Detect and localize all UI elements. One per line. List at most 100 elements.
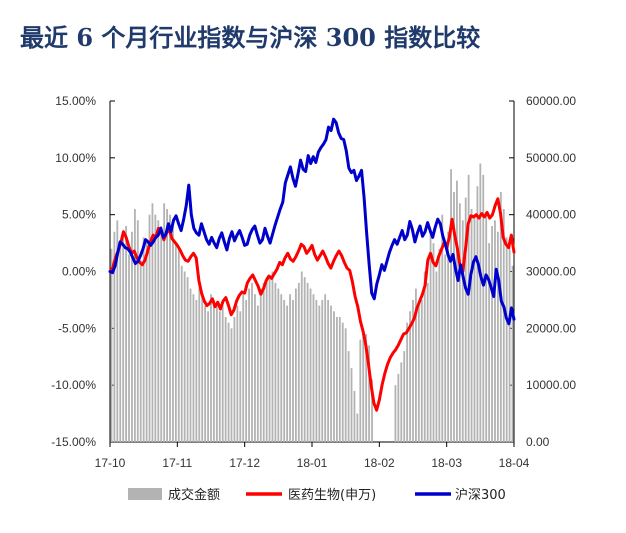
volume-bar	[192, 294, 195, 442]
volume-bar	[321, 299, 324, 442]
axes: -15.00% -10.00% -5.00% 0.00% 5.00% 10.00% 15.0…	[51, 94, 576, 470]
volume-bar	[210, 294, 212, 442]
left-tick-label: 15.00%	[55, 94, 96, 108]
volume-bar	[151, 203, 154, 442]
volume-bar	[453, 191, 455, 442]
volume-bar	[303, 277, 306, 442]
volume-bar	[441, 214, 444, 442]
volume-bar	[163, 203, 166, 442]
volume-bar	[488, 243, 491, 442]
volume-bar	[450, 169, 452, 442]
volume-bar	[113, 231, 116, 442]
volume-bar	[318, 305, 321, 442]
volume-bar	[204, 305, 207, 442]
right-tick-label: 50000.00	[526, 151, 576, 165]
index-lines	[108, 117, 516, 412]
volume-bar	[198, 288, 201, 442]
volume-bar	[353, 390, 356, 442]
volume-bar	[289, 294, 291, 442]
volume-bar	[511, 265, 514, 442]
right-tick-label: 20000.00	[526, 321, 576, 335]
volume-bar	[218, 311, 221, 442]
volume-bar	[256, 305, 259, 442]
volume-bar	[277, 288, 280, 442]
volume-bar	[344, 328, 347, 442]
legend: 成交金额 医药生物(申万) 沪深300	[128, 487, 506, 503]
volume-bar	[505, 237, 508, 442]
volume-bar	[324, 294, 327, 442]
volume-bar	[315, 299, 318, 442]
volume-bar	[447, 231, 450, 442]
left-tick-label: 10.00%	[55, 151, 96, 165]
x-tick-label: 18-02	[364, 456, 395, 470]
x-tick-label: 18-01	[297, 456, 328, 470]
volume-bar	[142, 237, 145, 442]
volume-bar	[415, 288, 417, 442]
x-tick-label: 17-10	[95, 456, 126, 470]
volume-bar	[476, 186, 479, 442]
volume-bar	[362, 328, 365, 442]
volume-bar	[482, 174, 485, 442]
volume-bar	[359, 339, 362, 442]
volume-bar	[148, 214, 151, 442]
volume-bar	[409, 311, 411, 442]
volume-bar	[136, 220, 139, 442]
volume-bar	[458, 203, 461, 442]
volume-bar	[491, 226, 493, 442]
legend-label-pharma: 医药生物(申万)	[288, 488, 376, 503]
page-title: 最近 6 个月行业指数与沪深 300 指数比较	[20, 23, 481, 52]
x-tick-label: 18-04	[499, 456, 530, 470]
volume-bar	[444, 254, 447, 442]
volume-bar	[177, 248, 180, 442]
volume-bar	[467, 174, 470, 442]
volume-bar	[207, 311, 209, 442]
volume-bar	[432, 243, 435, 442]
volume-bar	[350, 368, 353, 442]
volume-bar	[429, 231, 432, 442]
volume-bar	[456, 180, 458, 442]
volume-bar	[371, 379, 373, 442]
volume-bar	[496, 231, 499, 442]
volume-bar	[292, 299, 294, 442]
left-tick-label: -10.00%	[51, 378, 96, 392]
volume-bar	[265, 277, 268, 442]
volume-bar	[464, 197, 467, 442]
volume-bar	[186, 277, 189, 442]
legend-swatch-volume	[128, 488, 162, 500]
volume-bar	[438, 248, 441, 442]
volume-bar	[347, 351, 350, 442]
volume-bar	[306, 282, 309, 442]
volume-bar	[116, 220, 119, 442]
right-tick-label: 60000.00	[526, 94, 576, 108]
x-tick-label: 17-12	[229, 456, 260, 470]
left-tick-label: -15.00%	[51, 435, 96, 449]
volume-bar	[139, 260, 142, 442]
volume-bar	[251, 282, 253, 442]
volume-bar	[286, 305, 289, 442]
volume-bar	[230, 328, 233, 442]
legend-label-volume: 成交金额	[168, 487, 220, 503]
volume-bar	[394, 385, 397, 442]
legend-label-hs300: 沪深300	[455, 487, 506, 503]
volume-bar	[470, 208, 473, 442]
volume-bar	[494, 220, 496, 442]
volume-bar	[479, 163, 482, 442]
volume-bar	[280, 294, 283, 442]
volume-bar	[157, 220, 160, 442]
volume-bar	[412, 299, 414, 442]
volume-bar	[166, 208, 168, 442]
volume-bar	[368, 345, 370, 442]
volume-bar	[133, 208, 136, 442]
volume-bar	[154, 214, 157, 442]
left-tick-label: 5.00%	[62, 208, 96, 222]
volume-bar	[309, 288, 312, 442]
left-tick-label: -5.00%	[58, 321, 96, 335]
volume-bar	[239, 311, 242, 442]
volume-bar	[335, 316, 338, 442]
right-tick-label: 0.00	[526, 435, 550, 449]
volume-bar	[227, 322, 230, 442]
volume-bar	[356, 413, 359, 442]
volume-bar	[122, 237, 125, 442]
volume-bar	[245, 299, 248, 442]
